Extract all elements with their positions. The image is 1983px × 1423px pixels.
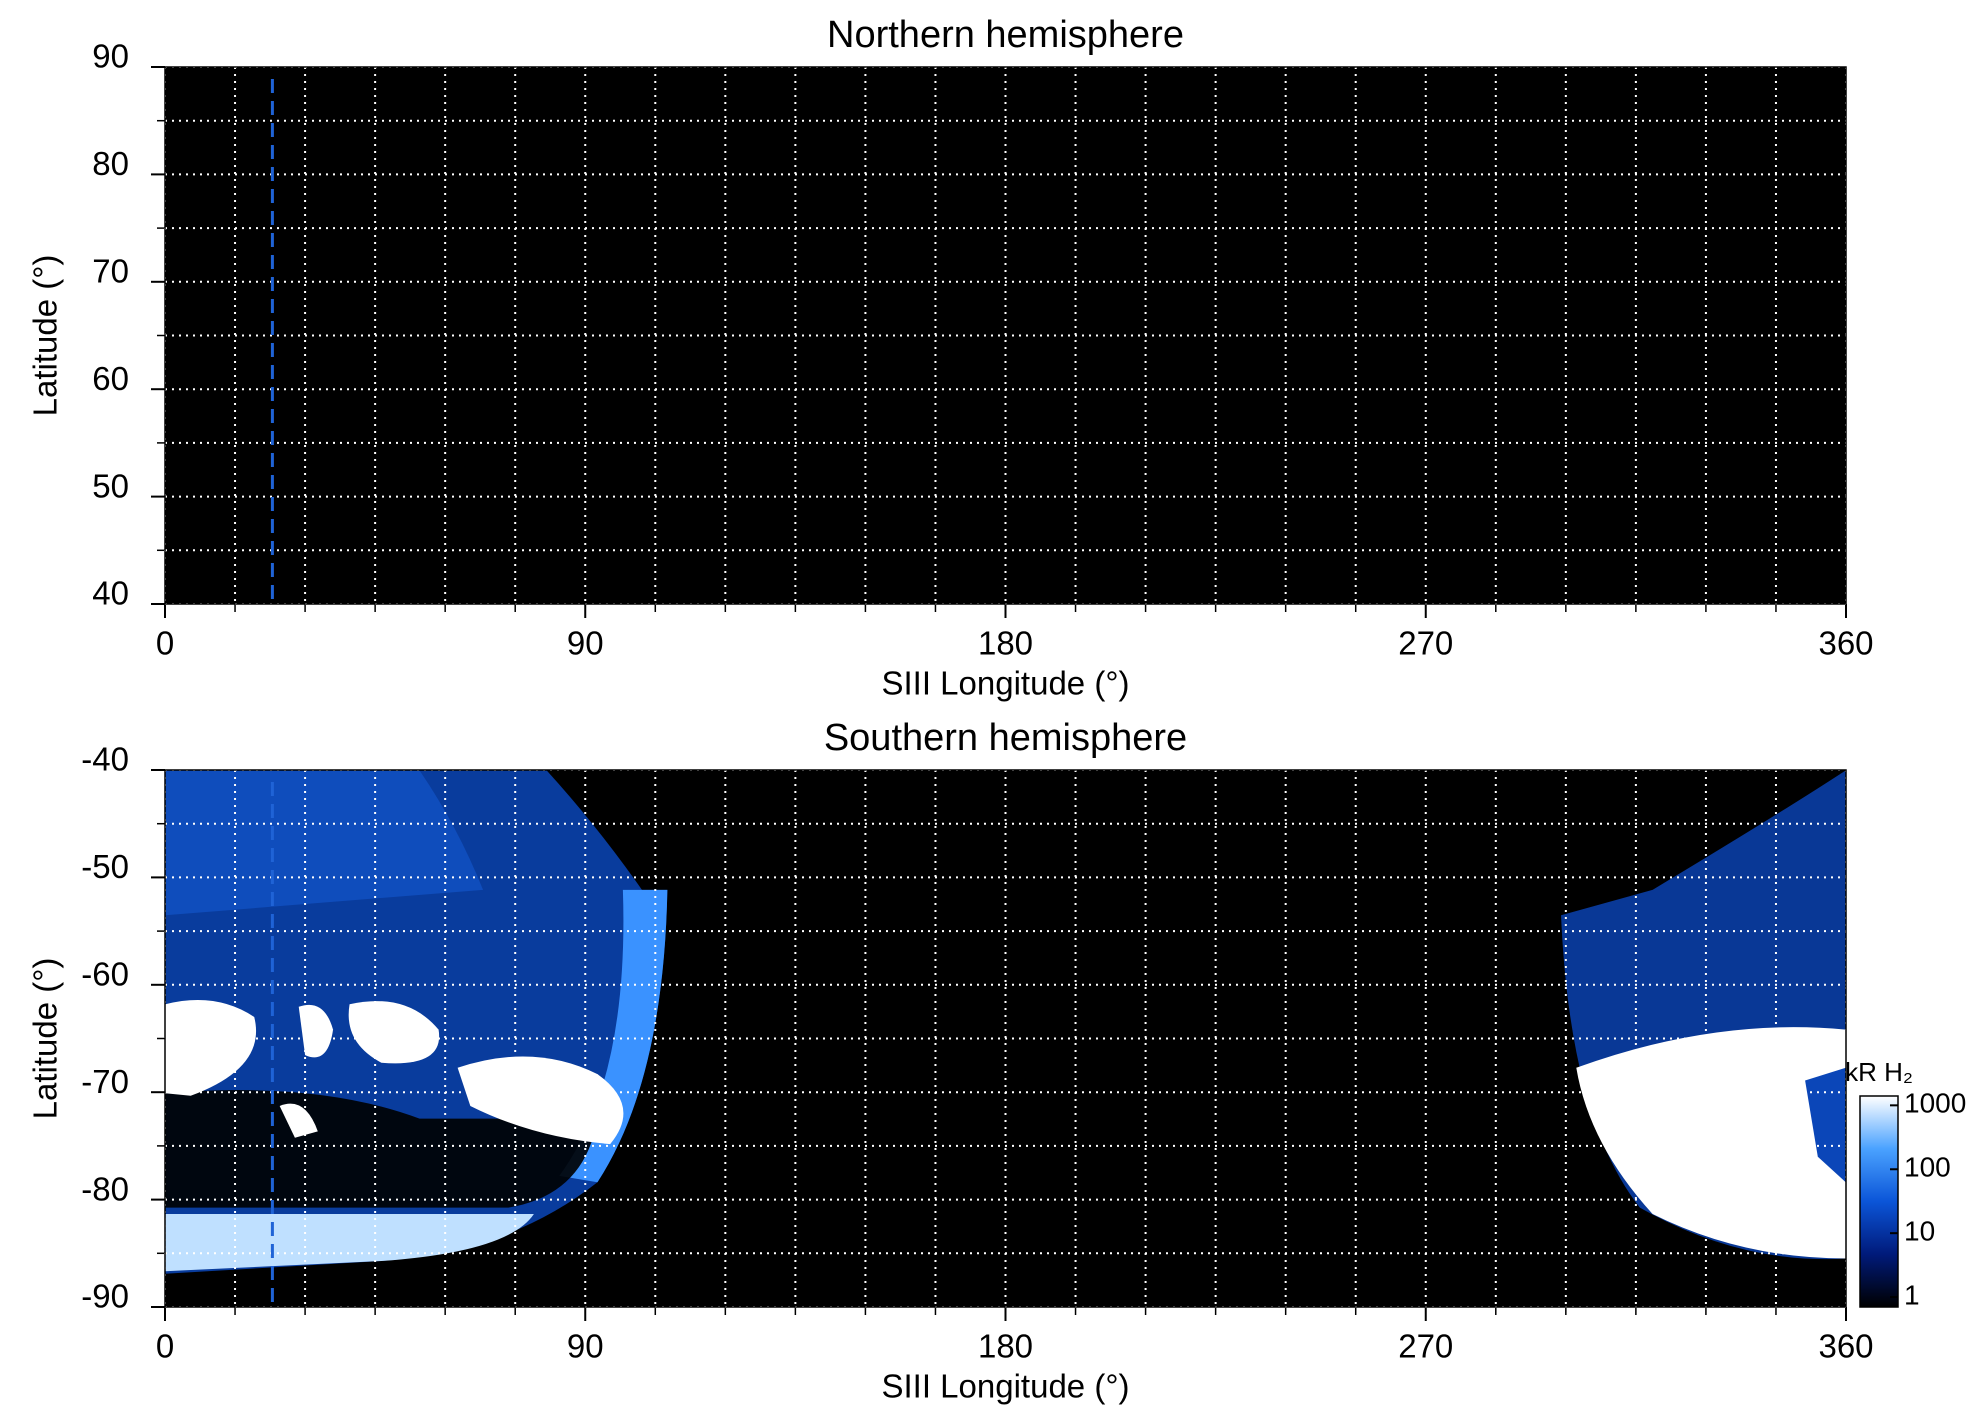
colorbar-tick-label: 10 bbox=[1904, 1216, 1935, 1247]
y-tick-label: -90 bbox=[81, 1278, 129, 1315]
plot-frame bbox=[164, 66, 1847, 605]
y-tick-label: -50 bbox=[81, 848, 129, 885]
x-tick-label: 90 bbox=[567, 1328, 604, 1365]
y-axis-label: Latitude (°) bbox=[27, 958, 64, 1120]
y-tick-label: 70 bbox=[92, 253, 129, 290]
y-tick-label: 60 bbox=[92, 360, 129, 397]
x-tick-label: 90 bbox=[567, 625, 604, 662]
colorbar-tick-label: 100 bbox=[1904, 1152, 1951, 1183]
colorbar-fill bbox=[1859, 1095, 1899, 1308]
y-tick-label: -60 bbox=[81, 956, 129, 993]
colorbar-tick-label: 1 bbox=[1904, 1279, 1920, 1310]
y-tick-label: 90 bbox=[92, 38, 129, 75]
emission-image bbox=[165, 770, 1846, 1274]
panel: 0 90 180 270 360 40 50 60 70 80 90 Northern hemisph… bbox=[27, 14, 1874, 702]
colorbar-tick-label: 1000 bbox=[1904, 1088, 1966, 1119]
x-tick-label: 0 bbox=[156, 1328, 174, 1365]
x-axis-label: SIII Longitude (°) bbox=[882, 665, 1130, 702]
x-tick-label: 0 bbox=[156, 625, 174, 662]
x-tick-label: 270 bbox=[1398, 625, 1453, 662]
chart-title: Southern hemisphere bbox=[824, 717, 1187, 759]
colorbar-label: kR H₂ bbox=[1845, 1057, 1913, 1087]
plot-frame bbox=[164, 769, 1847, 1308]
x-tick-label: 360 bbox=[1818, 625, 1873, 662]
y-tick-label: -80 bbox=[81, 1170, 129, 1207]
x-tick-label: 180 bbox=[978, 1328, 1033, 1365]
y-tick-label: -70 bbox=[81, 1063, 129, 1100]
y-tick-label: 40 bbox=[92, 575, 129, 612]
y-tick-label: -40 bbox=[81, 741, 129, 778]
chart-title: Northern hemisphere bbox=[827, 14, 1184, 56]
panel: 0 90 180 270 360 -90 -80 -70 -60 -50 -40 Southern h… bbox=[27, 717, 1874, 1405]
x-axis-label: SIII Longitude (°) bbox=[882, 1368, 1130, 1405]
y-axis-label: Latitude (°) bbox=[27, 255, 64, 417]
y-tick-label: 50 bbox=[92, 467, 129, 504]
x-tick-label: 180 bbox=[978, 625, 1033, 662]
x-tick-label: 360 bbox=[1818, 1328, 1873, 1365]
y-tick-label: 80 bbox=[92, 145, 129, 182]
x-tick-label: 270 bbox=[1398, 1328, 1453, 1365]
